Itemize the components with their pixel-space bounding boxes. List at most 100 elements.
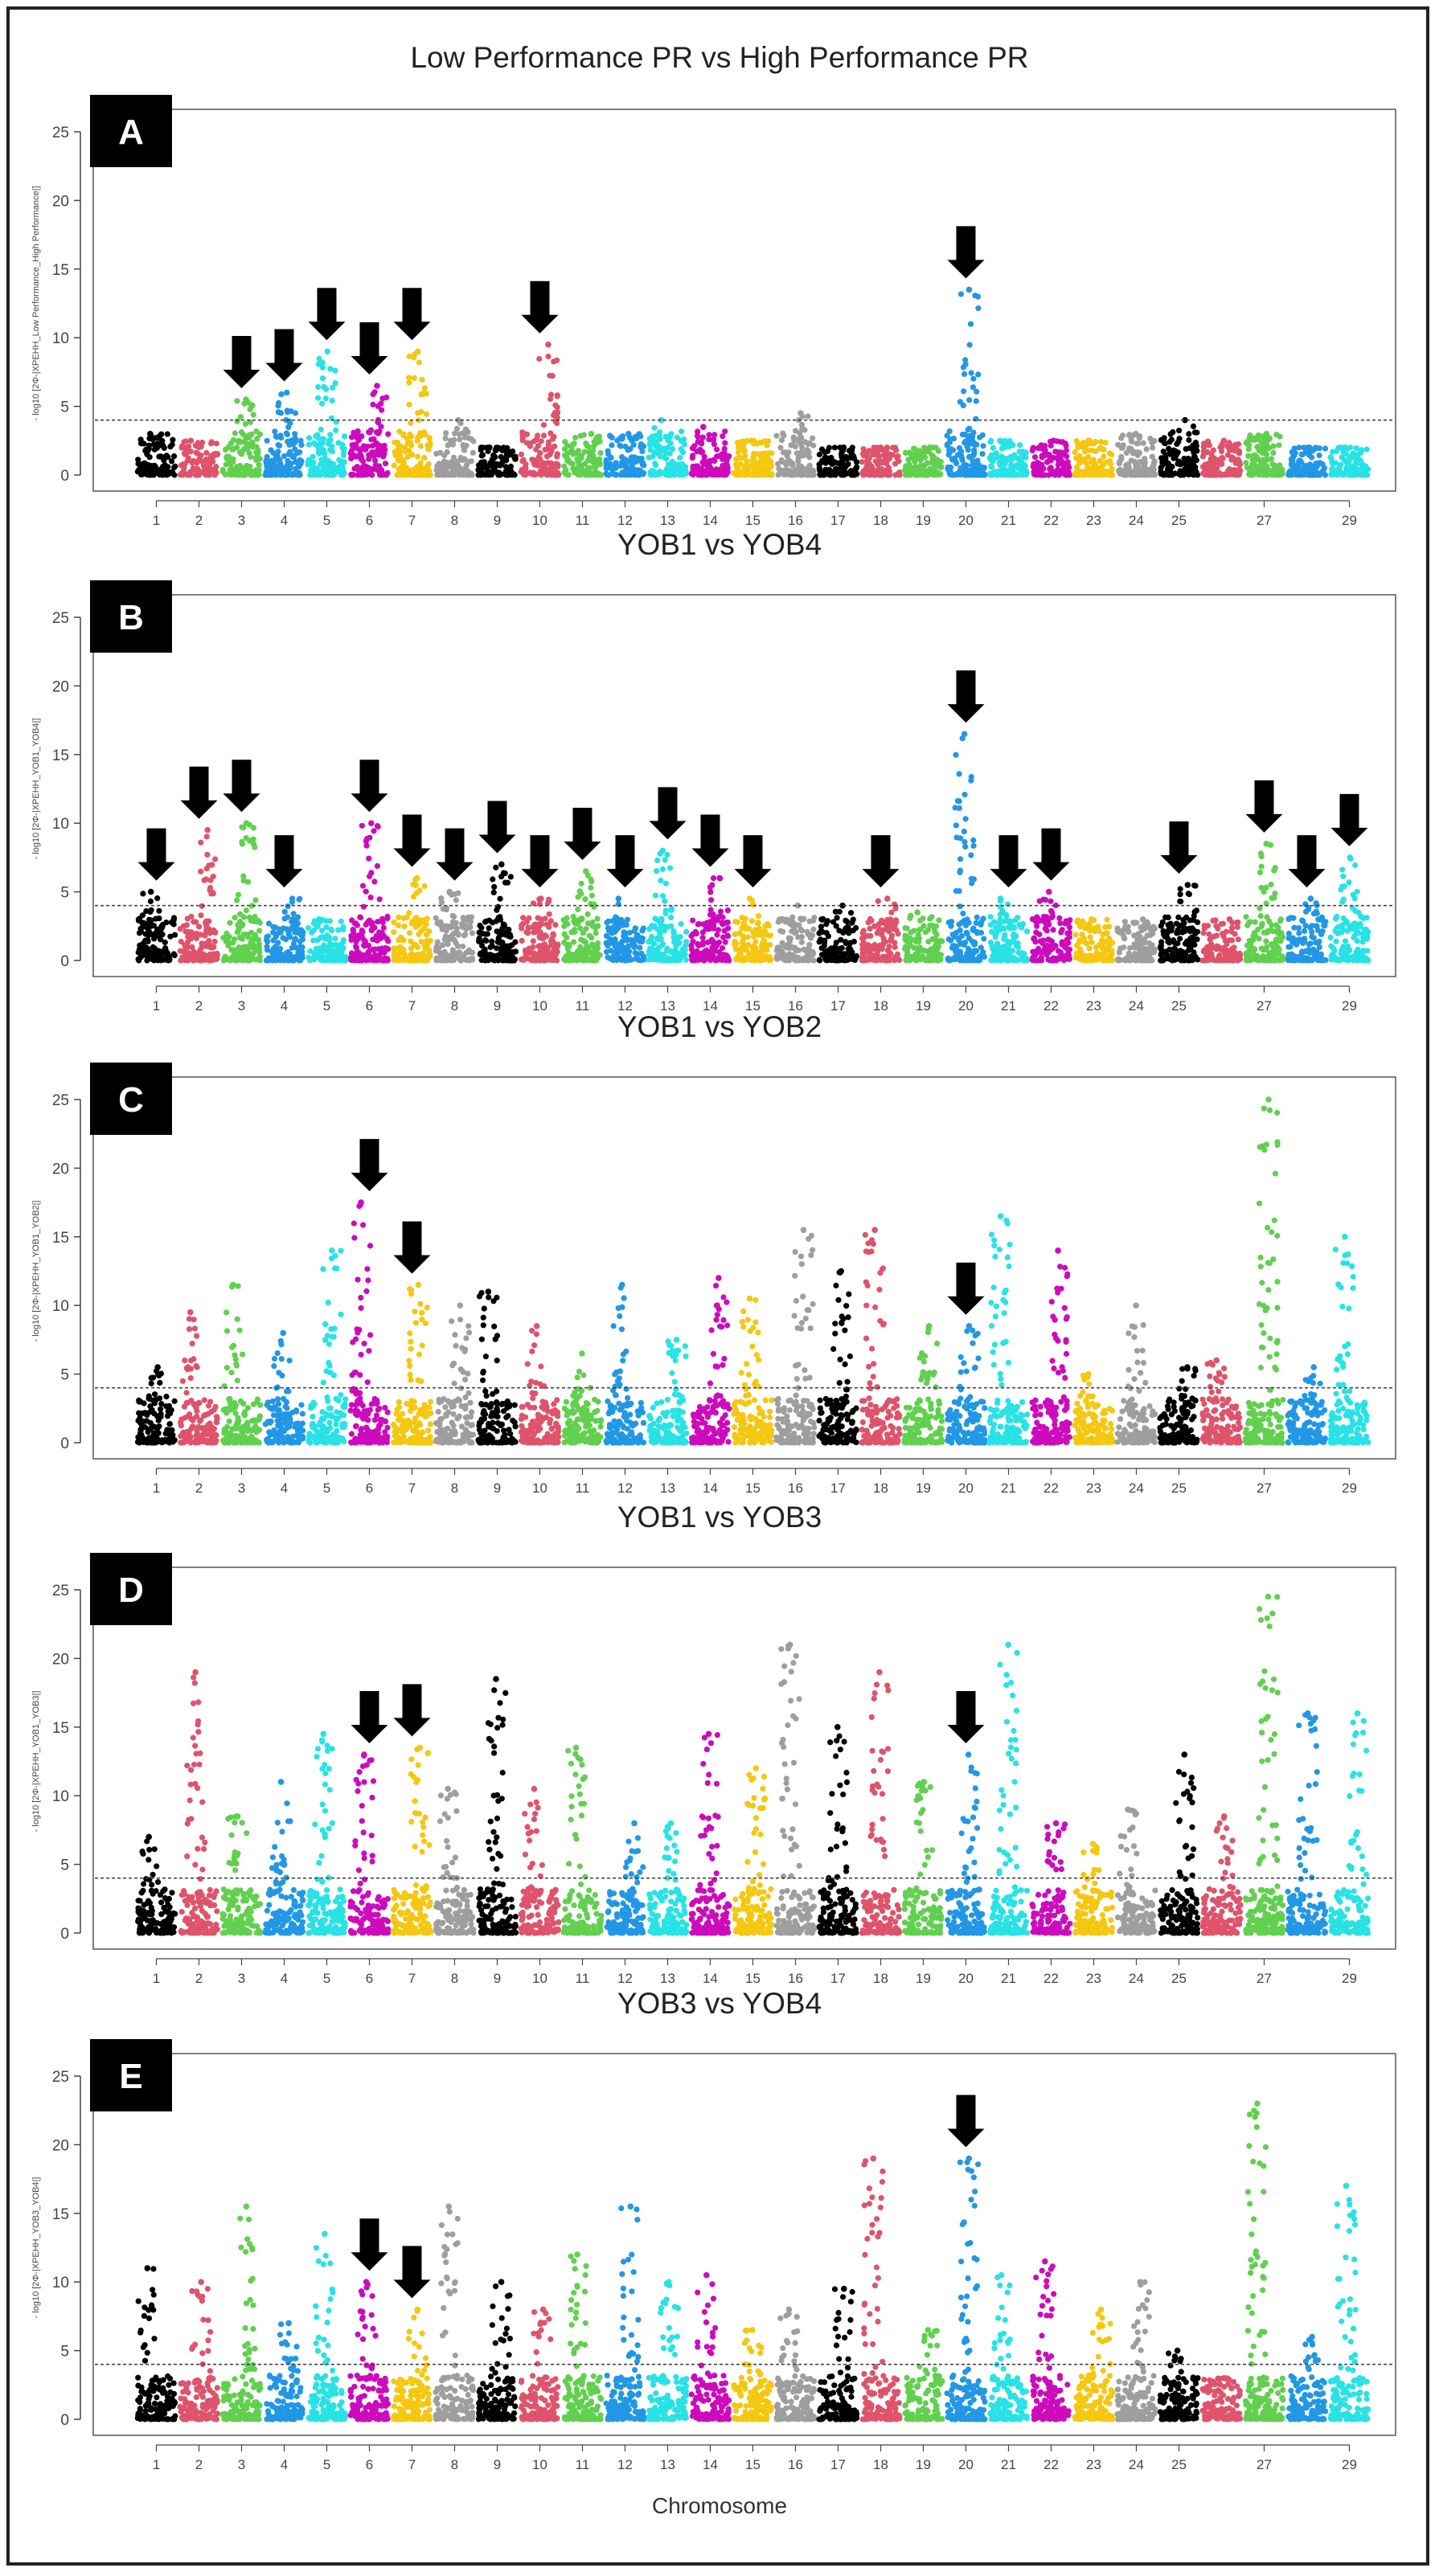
snp-point bbox=[795, 457, 801, 465]
snp-point bbox=[975, 305, 982, 312]
snp-point bbox=[326, 918, 333, 924]
snp-point bbox=[640, 443, 647, 449]
snp-point bbox=[1183, 446, 1189, 453]
snp-point bbox=[613, 471, 619, 477]
snp-point bbox=[1186, 431, 1192, 437]
snp-point bbox=[391, 462, 397, 469]
snp-point bbox=[1150, 470, 1157, 477]
snp-point bbox=[319, 440, 326, 447]
snp-point bbox=[170, 921, 177, 928]
snp-point bbox=[1248, 470, 1256, 477]
snp-point bbox=[273, 433, 279, 440]
snp-point bbox=[562, 439, 568, 445]
snp-point bbox=[233, 465, 240, 472]
snp-point bbox=[757, 465, 764, 471]
snp-point bbox=[332, 936, 338, 942]
snp-point bbox=[164, 431, 170, 437]
snp-point bbox=[183, 922, 190, 928]
snp-point bbox=[527, 443, 534, 449]
snp-point bbox=[994, 454, 1001, 461]
x-tick-label: 9 bbox=[494, 998, 501, 1014]
snp-point bbox=[1288, 461, 1294, 467]
snp-point bbox=[711, 432, 718, 438]
snp-point bbox=[722, 440, 728, 446]
snp-point bbox=[371, 457, 379, 464]
snp-point bbox=[417, 468, 424, 474]
snp-point bbox=[333, 427, 339, 433]
snp-point bbox=[198, 839, 204, 846]
snp-point bbox=[485, 472, 491, 478]
snp-point bbox=[1017, 442, 1023, 448]
snp-point bbox=[799, 421, 806, 428]
snp-point bbox=[247, 419, 253, 425]
snp-point bbox=[1263, 463, 1269, 469]
snp-point bbox=[371, 946, 378, 952]
snp-point bbox=[340, 927, 346, 933]
snp-point bbox=[552, 952, 559, 958]
snp-point bbox=[1181, 456, 1187, 462]
snp-point bbox=[230, 436, 236, 443]
chromosome-1-points bbox=[134, 431, 178, 478]
snp-point bbox=[291, 936, 298, 943]
peak-point bbox=[243, 396, 249, 403]
snp-point bbox=[561, 446, 568, 453]
snp-point bbox=[1365, 466, 1371, 473]
y-tick-label: 5 bbox=[60, 885, 69, 902]
snp-point bbox=[379, 407, 385, 413]
snp-point bbox=[212, 856, 219, 862]
snp-point bbox=[1143, 446, 1150, 453]
snp-point bbox=[240, 447, 247, 453]
snp-point bbox=[281, 453, 287, 460]
snp-point bbox=[148, 907, 154, 913]
snp-point bbox=[324, 932, 330, 939]
snp-point bbox=[246, 838, 252, 844]
snp-point bbox=[137, 928, 145, 935]
snp-point bbox=[605, 472, 612, 478]
snp-point bbox=[979, 451, 986, 457]
x-tick-label: 27 bbox=[1257, 513, 1272, 528]
snp-point bbox=[554, 357, 560, 363]
snp-point bbox=[385, 431, 392, 437]
snp-point bbox=[773, 432, 780, 439]
snp-point bbox=[1132, 471, 1138, 477]
snp-point bbox=[937, 458, 944, 465]
snp-point bbox=[185, 950, 191, 956]
snp-point bbox=[252, 947, 259, 953]
snp-point bbox=[425, 461, 432, 468]
snp-point bbox=[961, 371, 968, 377]
snp-point bbox=[993, 471, 999, 478]
snp-point bbox=[592, 930, 599, 936]
snp-point bbox=[871, 444, 877, 451]
snp-point bbox=[378, 424, 384, 430]
snp-point bbox=[236, 953, 244, 960]
snp-point bbox=[442, 435, 449, 442]
snp-point bbox=[276, 926, 283, 932]
snp-point bbox=[860, 446, 867, 453]
snp-point bbox=[999, 457, 1006, 464]
snp-point bbox=[490, 876, 496, 883]
snp-point bbox=[166, 953, 172, 960]
snp-point bbox=[677, 455, 683, 461]
x-tick-label: 13 bbox=[660, 513, 675, 528]
snp-point bbox=[371, 828, 377, 834]
snp-point bbox=[315, 395, 322, 401]
snp-point bbox=[328, 926, 334, 932]
snp-point bbox=[1009, 464, 1015, 470]
snp-point bbox=[765, 438, 772, 444]
snp-point bbox=[834, 468, 841, 474]
snp-point bbox=[804, 447, 810, 453]
snp-point bbox=[535, 443, 542, 449]
snp-point bbox=[187, 448, 194, 455]
snp-point bbox=[203, 469, 211, 476]
snp-point bbox=[824, 448, 830, 455]
snp-point bbox=[342, 955, 348, 961]
snp-point bbox=[417, 443, 424, 449]
snp-point bbox=[358, 456, 364, 463]
snp-point bbox=[464, 957, 470, 964]
snp-point bbox=[705, 471, 711, 477]
snp-point bbox=[371, 436, 377, 442]
snp-point bbox=[966, 342, 973, 348]
snp-point bbox=[418, 391, 424, 398]
snp-point bbox=[927, 465, 933, 473]
snp-point bbox=[186, 928, 192, 936]
